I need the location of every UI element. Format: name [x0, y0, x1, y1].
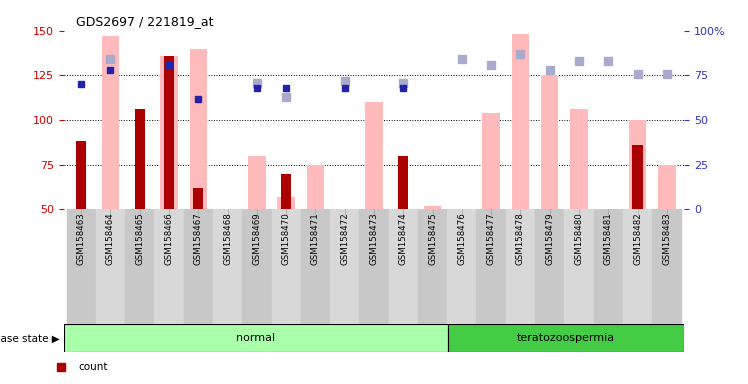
Bar — [535, 209, 564, 324]
Text: GDS2697 / 221819_at: GDS2697 / 221819_at — [76, 15, 213, 28]
Text: normal: normal — [236, 333, 275, 343]
Text: GSM158483: GSM158483 — [662, 213, 672, 265]
Text: GSM158474: GSM158474 — [399, 213, 408, 265]
Text: GSM158480: GSM158480 — [574, 213, 583, 265]
Text: GSM158479: GSM158479 — [545, 213, 554, 265]
Text: GSM158476: GSM158476 — [457, 213, 466, 265]
Bar — [594, 209, 623, 324]
Bar — [633, 145, 643, 209]
Bar — [307, 165, 324, 209]
Text: GSM158477: GSM158477 — [487, 213, 496, 265]
Bar — [193, 188, 203, 209]
Text: count: count — [79, 362, 108, 372]
Bar — [658, 165, 675, 209]
Bar — [541, 75, 559, 209]
Text: GSM158463: GSM158463 — [76, 213, 86, 265]
Bar — [476, 209, 506, 324]
Bar — [96, 209, 125, 324]
Bar — [160, 56, 178, 209]
Bar — [248, 156, 266, 209]
Text: GSM158471: GSM158471 — [311, 213, 320, 265]
Bar — [418, 209, 447, 324]
Bar — [281, 174, 291, 209]
Text: GSM158472: GSM158472 — [340, 213, 349, 265]
Bar — [365, 102, 383, 209]
Text: GSM158468: GSM158468 — [223, 213, 232, 265]
Bar — [135, 109, 145, 209]
Bar — [359, 209, 389, 324]
Bar — [102, 36, 119, 209]
Bar — [184, 209, 213, 324]
Bar — [164, 56, 174, 209]
Bar — [398, 156, 408, 209]
Text: GSM158469: GSM158469 — [252, 213, 261, 265]
Text: GSM158467: GSM158467 — [194, 213, 203, 265]
Bar — [213, 209, 242, 324]
Bar — [272, 209, 301, 324]
Bar — [154, 209, 184, 324]
Bar — [512, 34, 529, 209]
Bar — [389, 209, 418, 324]
Bar — [570, 109, 588, 209]
Bar — [330, 209, 359, 324]
Text: GSM158473: GSM158473 — [370, 213, 378, 265]
Bar — [189, 49, 207, 209]
Text: GSM158470: GSM158470 — [282, 213, 291, 265]
Bar — [301, 209, 330, 324]
Text: GSM158482: GSM158482 — [633, 213, 642, 265]
Bar — [278, 197, 295, 209]
Text: GSM158466: GSM158466 — [165, 213, 174, 265]
Bar — [67, 209, 96, 324]
Bar — [629, 120, 646, 209]
Bar — [652, 209, 681, 324]
Text: GSM158464: GSM158464 — [106, 213, 115, 265]
Bar — [623, 209, 652, 324]
Text: GSM158475: GSM158475 — [428, 213, 437, 265]
Text: teratozoospermia: teratozoospermia — [517, 333, 615, 343]
Bar — [447, 209, 476, 324]
Text: GSM158481: GSM158481 — [604, 213, 613, 265]
Bar — [506, 209, 535, 324]
Bar — [242, 209, 272, 324]
Bar — [424, 206, 441, 209]
Text: GSM158465: GSM158465 — [135, 213, 144, 265]
Bar — [482, 113, 500, 209]
Text: disease state ▶: disease state ▶ — [0, 333, 60, 343]
Bar — [76, 141, 86, 209]
Text: GSM158478: GSM158478 — [516, 213, 525, 265]
Bar — [564, 209, 594, 324]
Bar — [125, 209, 154, 324]
Bar — [448, 324, 684, 352]
Bar — [64, 324, 448, 352]
